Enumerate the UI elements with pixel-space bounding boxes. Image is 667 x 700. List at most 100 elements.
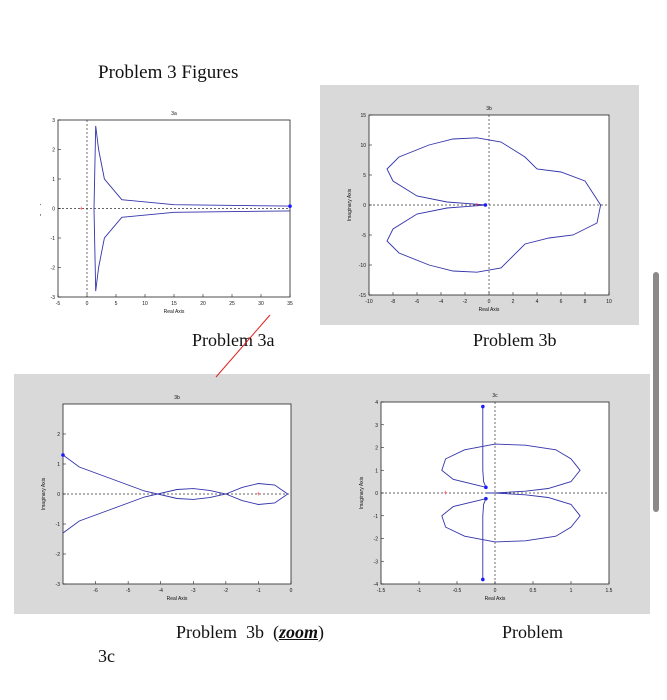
x-tick-label: 0 bbox=[494, 588, 497, 594]
x-tick-label: 25 bbox=[229, 301, 235, 307]
figure-3c: 3c -1.5 -1 -0.5 0 0.5 1 1.5 4 3 2 1 0 -1 -2 -3 -4 Real Ax… bbox=[359, 393, 613, 602]
caption-problem-3c-cont: 3c bbox=[98, 646, 115, 666]
nyquist-curve bbox=[386, 137, 602, 273]
y-tick-label: -5 bbox=[362, 233, 367, 239]
nyquist-curve bbox=[62, 454, 289, 534]
x-tick-label: 1.5 bbox=[606, 588, 613, 594]
vertical-scrollbar[interactable] bbox=[653, 272, 659, 512]
y-tick-label: -2 bbox=[374, 537, 379, 543]
y-tick-label: 0 bbox=[375, 491, 378, 497]
direction-arrow-marker bbox=[483, 203, 488, 207]
direction-arrow-marker bbox=[61, 453, 65, 457]
x-tick-label: 0 bbox=[290, 588, 293, 594]
nyquist-curve bbox=[482, 406, 487, 488]
page-heading: Problem 3 Figures bbox=[98, 62, 239, 83]
y-tick-label: 3 bbox=[375, 423, 378, 429]
nyquist-curve bbox=[93, 125, 291, 292]
caption-zoom-suffix: ) bbox=[318, 622, 325, 642]
y-tick-label: -1 bbox=[56, 522, 61, 528]
y-tick-label: -10 bbox=[359, 263, 366, 269]
x-tick-label: 30 bbox=[258, 301, 264, 307]
x-tick-label: -10 bbox=[365, 299, 372, 305]
x-tick-label: -8 bbox=[391, 299, 396, 305]
y-tick-label: 5 bbox=[363, 173, 366, 179]
critical-point-marker: + bbox=[79, 206, 83, 213]
x-axis-label: Real Axis bbox=[164, 309, 185, 315]
x-tick-label: -5 bbox=[56, 301, 61, 307]
x-axis-label: Real Axis bbox=[167, 596, 188, 602]
caption-zoom-prefix: Problem 3b ( bbox=[176, 622, 279, 642]
y-tick-label: 0 bbox=[363, 203, 366, 209]
y-tick-label: -2 bbox=[51, 266, 56, 272]
y-tick-label: 15 bbox=[360, 113, 366, 119]
nyquist-curve bbox=[441, 443, 581, 494]
chart-title: 3b bbox=[486, 106, 492, 112]
y-tick-label: 2 bbox=[57, 432, 60, 438]
x-tick-label: -0.5 bbox=[453, 588, 462, 594]
x-tick-label: 5 bbox=[115, 301, 118, 307]
x-tick-label: 2 bbox=[512, 299, 515, 305]
y-tick-label: -3 bbox=[51, 295, 56, 301]
x-tick-label: -4 bbox=[439, 299, 444, 305]
x-tick-label: -2 bbox=[463, 299, 468, 305]
chart-title: 3a bbox=[171, 111, 177, 117]
x-tick-label: 6 bbox=[560, 299, 563, 305]
y-tick-label: 1 bbox=[52, 177, 55, 183]
x-axis-label: Real Axis bbox=[479, 307, 500, 313]
x-tick-label: 0 bbox=[488, 299, 491, 305]
x-tick-label: -6 bbox=[415, 299, 420, 305]
y-tick-label: 2 bbox=[52, 148, 55, 154]
caption-problem-3b-zoom: Problem 3b (zoom) bbox=[176, 622, 324, 643]
y-axis-label: Imaginary Axis bbox=[359, 476, 365, 509]
y-tick-label: -3 bbox=[374, 559, 379, 565]
x-tick-label: 0 bbox=[86, 301, 89, 307]
direction-arrow-marker bbox=[288, 204, 292, 208]
x-tick-label: 0.5 bbox=[530, 588, 537, 594]
x-tick-label: 15 bbox=[171, 301, 177, 307]
x-tick-label: -1.5 bbox=[377, 588, 386, 594]
x-tick-label: 10 bbox=[606, 299, 612, 305]
x-tick-label: -2 bbox=[224, 588, 229, 594]
x-tick-label: 10 bbox=[142, 301, 148, 307]
y-tick-label: -15 bbox=[359, 293, 366, 299]
y-tick-label: 1 bbox=[57, 462, 60, 468]
y-tick-label: 0 bbox=[52, 207, 55, 213]
x-tick-label: 35 bbox=[287, 301, 293, 307]
x-tick-label: 8 bbox=[584, 299, 587, 305]
direction-arrow-marker bbox=[484, 496, 488, 501]
y-tick-label: 4 bbox=[375, 400, 378, 406]
y-axis-label: Imaginary Axis bbox=[347, 188, 353, 221]
direction-arrow-marker bbox=[481, 404, 485, 409]
direction-arrow-marker bbox=[484, 485, 488, 490]
x-axis-label: Real Axis bbox=[485, 596, 506, 602]
x-tick-label: 1 bbox=[570, 588, 573, 594]
x-tick-label: -4 bbox=[158, 588, 163, 594]
x-tick-label: 20 bbox=[200, 301, 206, 307]
y-tick-label: 10 bbox=[360, 143, 366, 149]
nyquist-curve bbox=[441, 492, 581, 543]
y-tick-label: -3 bbox=[56, 582, 61, 588]
nyquist-curve bbox=[482, 498, 487, 580]
y-tick-label: 1 bbox=[375, 468, 378, 474]
x-tick-label: -1 bbox=[256, 588, 261, 594]
x-tick-label: -6 bbox=[93, 588, 98, 594]
critical-point-marker: + bbox=[475, 202, 479, 209]
y-tick-label: -1 bbox=[374, 514, 379, 520]
chart-title: 3b bbox=[174, 395, 180, 401]
y-tick-label: -4 bbox=[374, 582, 379, 588]
caption-zoom-word: zoom bbox=[279, 622, 319, 642]
x-tick-label: 4 bbox=[536, 299, 539, 305]
x-tick-label: -3 bbox=[191, 588, 196, 594]
caption-problem-3c: Problem bbox=[502, 622, 563, 642]
caption-problem-3a: Problem 3a bbox=[192, 330, 275, 350]
y-tick-label: 0 bbox=[57, 492, 60, 498]
critical-point-marker: + bbox=[256, 491, 260, 498]
direction-arrow-marker bbox=[481, 577, 485, 582]
y-tick-label: 2 bbox=[375, 446, 378, 452]
y-axis-label: Imaginary Axis bbox=[40, 192, 42, 225]
y-tick-label: -2 bbox=[56, 552, 61, 558]
critical-point-marker: + bbox=[444, 490, 448, 497]
